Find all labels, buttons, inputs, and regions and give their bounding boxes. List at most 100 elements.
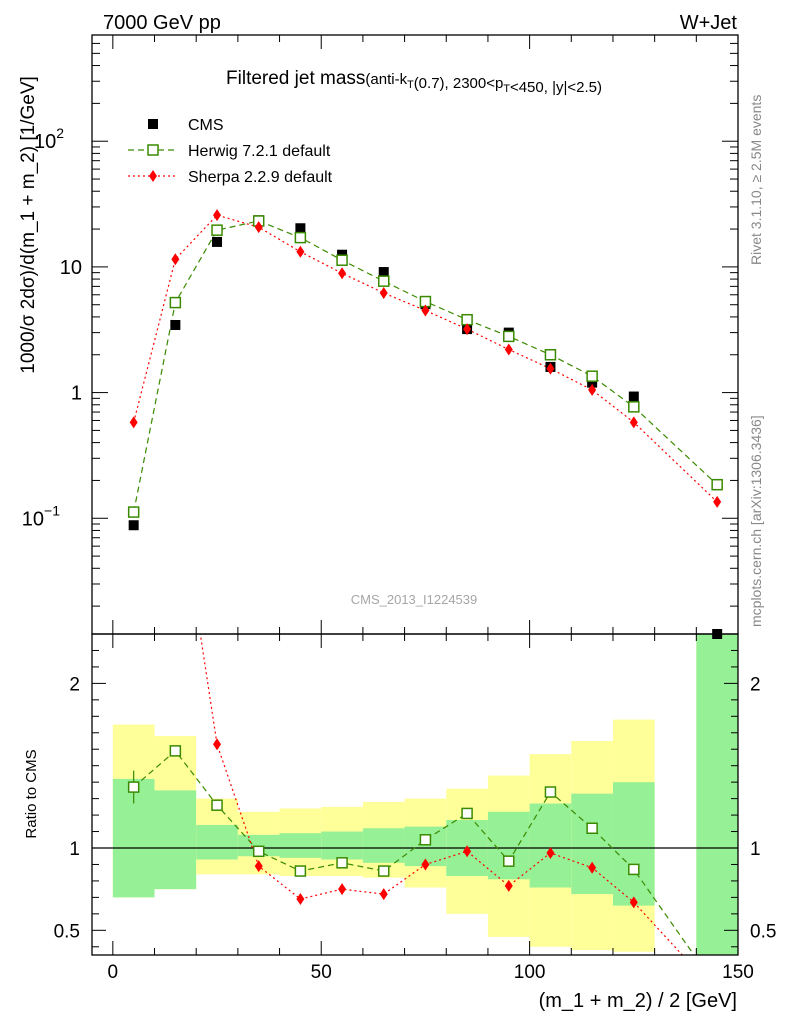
main-point-series-2 [713, 495, 722, 508]
main-point-series-0 [587, 377, 598, 388]
ratio-point-series-0 [294, 865, 307, 877]
chart-title: Filtered jet mass(anti-kT(0.7), 2300<pT<… [226, 68, 602, 96]
main-point-series-2 [546, 362, 555, 375]
ratio-y-tick-label-right: 1 [750, 839, 761, 860]
ratio-point-series-1 [421, 858, 430, 871]
ratio-point-series-1 [379, 888, 388, 901]
ratio-y-tick-label-right: 0.5 [750, 921, 776, 942]
legend-marker [149, 170, 157, 182]
main-point-series-1 [628, 401, 640, 413]
main-point-series-0 [628, 391, 639, 402]
x-tick-label: 150 [722, 962, 754, 983]
band-inner [279, 833, 322, 858]
ratio-point-series-0 [628, 863, 640, 876]
ratio-point-series-0 [127, 781, 140, 793]
main-point-series-2 [379, 286, 388, 299]
ratio-point-series-1 [171, 463, 179, 475]
ratio-point-series-0 [503, 855, 515, 867]
y-tick-label: 10 [60, 257, 82, 279]
header-right: W+Jet [680, 12, 738, 34]
x-tick-label: 50 [311, 962, 332, 983]
ratio-point-series-1 [463, 845, 472, 858]
ratio-uncertainty-bands [112, 634, 738, 955]
main-point-series-1 [336, 254, 348, 266]
side-text-mcplots: mcplots.cern.ch [arXiv:1306.3436] [748, 415, 764, 627]
ratio-point-series-0 [586, 822, 598, 834]
ratio-y-tick-label: 2 [69, 674, 80, 695]
ratio-line-series-1 [199, 634, 684, 955]
band-inner [612, 782, 655, 906]
band-inner [571, 793, 613, 895]
x-axis-title: (m_1 + m_2) / 2 [GeV] [539, 990, 737, 1012]
main-point-series-1 [503, 330, 515, 343]
main-point-series-2 [421, 304, 430, 317]
ratio-point-series-1 [338, 883, 347, 896]
y-tick-label: 10−1 [22, 502, 60, 530]
ratio-point-series-0 [544, 786, 557, 798]
main-point-series-2 [338, 267, 347, 280]
ratio-point-series-1 [254, 860, 263, 873]
main-point-series-2 [504, 343, 513, 356]
ratio-point-series-0 [169, 745, 182, 757]
band-inner [529, 803, 572, 888]
ratio-point-series-1 [588, 861, 597, 874]
main-series-lines [133, 214, 718, 513]
legend-label: Herwig 7.2.1 default [188, 143, 331, 160]
main-point-series-2 [588, 383, 597, 396]
chart-title-main: Filtered jet mass [226, 68, 365, 89]
legend-label: Sherpa 2.2.9 default [188, 169, 333, 186]
main-point-series-1 [377, 275, 390, 287]
side-text-rivet: Rivet 3.1.10, ≥ 2.5M events [748, 95, 764, 265]
main-point-series-2 [254, 221, 263, 234]
y-axis-title-ratio: Ratio to CMS [23, 749, 40, 838]
band-inner [696, 634, 738, 955]
y-axis-title-main: 1000/σ 2dσ)/d(m_1 + m_2) [1/GeV] [18, 76, 39, 374]
legend-marker [148, 119, 158, 129]
analysis-id: CMS_2013_I1224539 [351, 592, 478, 607]
main-line-series-2 [133, 214, 718, 503]
band-inner [321, 831, 363, 860]
ratio-y-tick-label-right: 2 [750, 674, 761, 695]
main-point-series-0 [212, 236, 223, 247]
main-line-series-1 [133, 220, 718, 513]
ratio-point-series-0 [419, 834, 432, 846]
ratio-line-series-0 [133, 750, 695, 955]
main-point-series-0 [378, 267, 389, 278]
ratio-point-series-1 [546, 846, 555, 859]
main-point-series-1 [294, 231, 307, 244]
main-point-series-1 [211, 224, 223, 236]
legend-label: CMS [188, 117, 224, 134]
main-point-series-2 [296, 245, 305, 258]
main-point-series-1 [544, 348, 557, 361]
legend-marker [147, 144, 159, 156]
ratio-series-lines [133, 634, 695, 955]
band-inner [154, 790, 197, 890]
main-series-markers [127, 209, 723, 531]
main-point-series-1 [127, 506, 140, 518]
band-inner [362, 828, 405, 863]
y-tick-label: 1 [71, 383, 82, 405]
ratio-y-tick-label: 0.5 [54, 921, 80, 942]
band-inner [487, 811, 530, 880]
ratio-point-series-1 [629, 896, 638, 909]
main-point-series-2 [629, 416, 638, 429]
ratio-point-series-1 [296, 893, 305, 906]
main-point-series-1 [169, 296, 182, 309]
ratio-point-series-0 [336, 857, 348, 869]
x-tick-label: 100 [514, 962, 546, 983]
ratio-point-series-0 [377, 865, 390, 877]
main-point-series-0 [295, 223, 306, 234]
ratio-point-series-1 [504, 879, 513, 892]
ratio-point-series-0 [461, 807, 473, 820]
legend: CMS Herwig 7.2.1 default Sherpa 2.2.9 defa… [128, 117, 333, 186]
x-tick-label: 0 [108, 962, 119, 983]
header-left: 7000 GeV pp [103, 12, 221, 34]
ratio-point-series-0 [211, 799, 223, 811]
chart-title-sub: (anti-kT(0.7), 2300<pT<450, |y|<2.5) [365, 71, 602, 96]
ratio-series-markers [127, 463, 640, 909]
main-point-series-1 [711, 478, 723, 491]
ratio-point-series-0 [252, 845, 265, 858]
main-point-series-2 [463, 323, 472, 336]
main-point-series-0 [128, 520, 139, 531]
ratio-y-tick-label: 1 [69, 839, 80, 860]
